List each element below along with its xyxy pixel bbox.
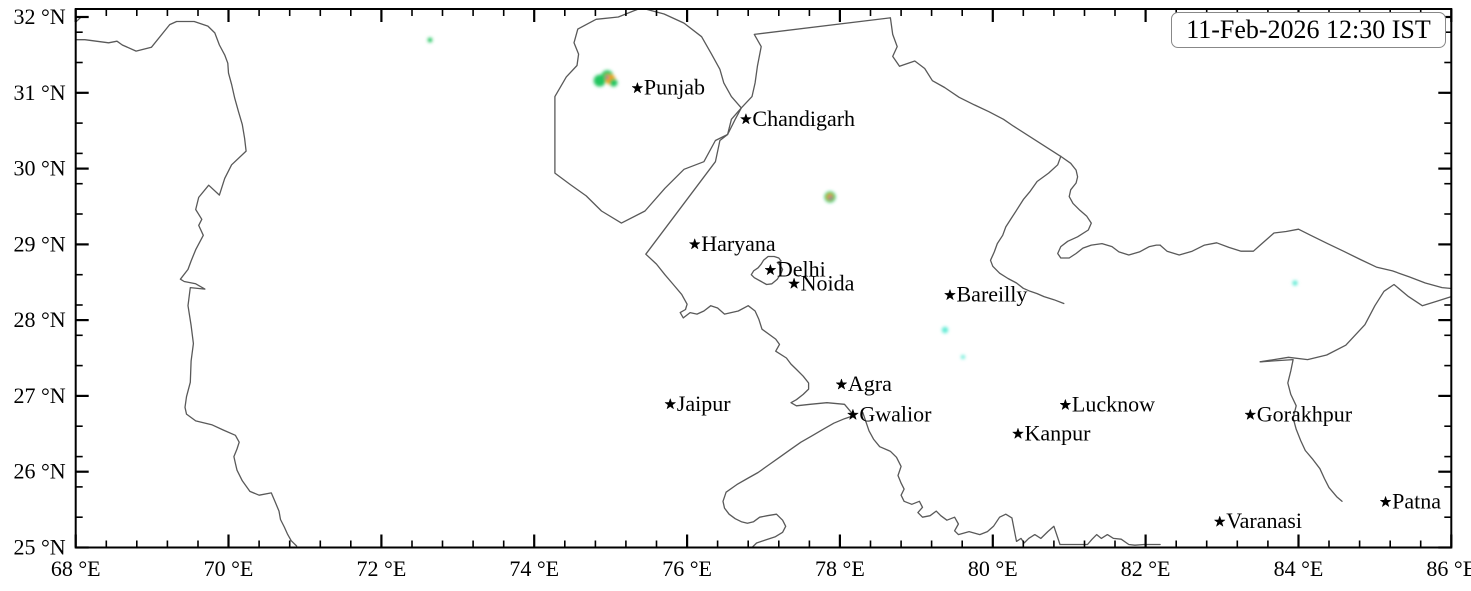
svg-text:26 °N: 26 °N xyxy=(14,459,66,484)
svg-text:76 °E: 76 °E xyxy=(662,556,712,581)
svg-text:29 °N: 29 °N xyxy=(14,231,66,256)
svg-text:Jaipur: Jaipur xyxy=(677,391,731,416)
svg-text:86 °E: 86 °E xyxy=(1426,556,1471,581)
svg-text:30 °N: 30 °N xyxy=(14,156,66,181)
svg-text:31 °N: 31 °N xyxy=(14,80,66,105)
svg-text:Punjab: Punjab xyxy=(644,75,705,100)
svg-text:72 °E: 72 °E xyxy=(357,556,407,581)
svg-text:84 °E: 84 °E xyxy=(1274,556,1324,581)
svg-text:Haryana: Haryana xyxy=(701,231,776,256)
svg-text:70 °E: 70 °E xyxy=(204,556,254,581)
svg-text:27 °N: 27 °N xyxy=(14,383,66,408)
svg-text:Gorakhpur: Gorakhpur xyxy=(1257,401,1353,426)
svg-text:Patna: Patna xyxy=(1392,489,1441,514)
svg-text:Varanasi: Varanasi xyxy=(1226,508,1302,533)
svg-text:Kanpur: Kanpur xyxy=(1025,420,1092,445)
svg-text:Bareilly: Bareilly xyxy=(957,282,1028,307)
svg-text:78 °E: 78 °E xyxy=(815,556,865,581)
svg-text:80 °E: 80 °E xyxy=(968,556,1018,581)
svg-text:68 °E: 68 °E xyxy=(51,556,101,581)
svg-text:Noida: Noida xyxy=(801,270,855,295)
svg-text:28 °N: 28 °N xyxy=(14,307,66,332)
svg-text:Lucknow: Lucknow xyxy=(1072,392,1155,417)
svg-text:Chandigarh: Chandigarh xyxy=(752,106,855,131)
svg-text:82 °E: 82 °E xyxy=(1121,556,1171,581)
svg-text:32 °N: 32 °N xyxy=(14,4,66,29)
svg-text:Gwalior: Gwalior xyxy=(859,401,932,426)
svg-text:74 °E: 74 °E xyxy=(509,556,559,581)
svg-text:Agra: Agra xyxy=(848,371,892,396)
svg-text:25 °N: 25 °N xyxy=(14,535,66,560)
